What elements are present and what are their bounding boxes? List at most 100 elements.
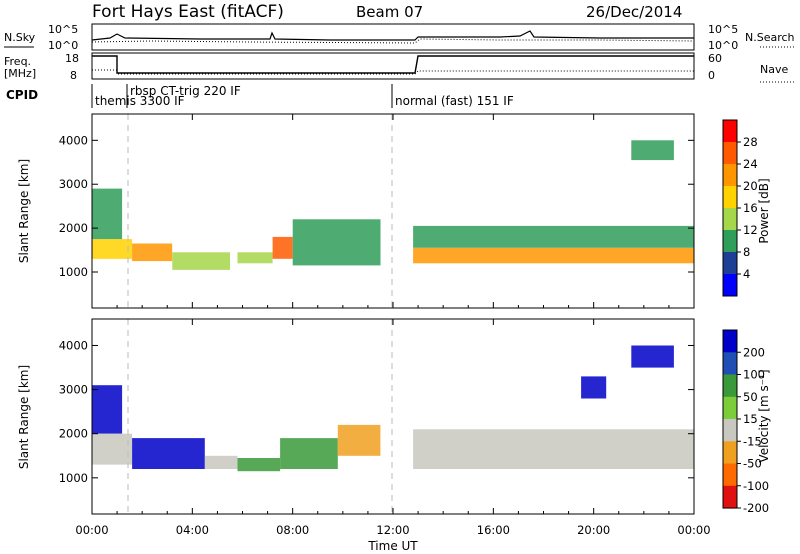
- power-colorbar-tick-label-5: 8: [743, 245, 750, 259]
- power-ytick-label-3: 4000: [59, 133, 88, 147]
- nave-trace: [92, 69, 694, 75]
- power-colorbar-swatch-1: [723, 142, 737, 165]
- cpid-row: CPID themis 3300 IF rbsp CT-trig 220 IF …: [6, 84, 514, 108]
- power-colorbar-swatch-2: [723, 164, 737, 187]
- power-ylabel: Slant Range [km]: [17, 159, 31, 263]
- xtick-label-1: 04:00: [176, 523, 209, 537]
- power-colorbar-tick-label-1: 24: [743, 157, 758, 171]
- velocity-ytick-label-0: 1000: [59, 471, 88, 485]
- xlabel: Time UT: [367, 539, 418, 553]
- power-region-4: [237, 252, 273, 264]
- velocity-colorbar-tick-label-7: -200: [743, 501, 769, 515]
- power-colorbar-tick-label-3: 16: [743, 201, 758, 215]
- power-colorbar-tick-label-0: 28: [743, 135, 758, 149]
- velocity-colorbar-swatch-4: [723, 419, 737, 442]
- velocity-ytick-label-1: 2000: [59, 427, 88, 441]
- power-data-cells: [92, 140, 694, 270]
- velocity-region-6: [337, 424, 381, 456]
- power-colorbar-tick-label-6: 4: [743, 267, 750, 281]
- nsky-tick-bottom-right: 10^0: [708, 39, 738, 52]
- velocity-axes: 1000 2000 3000 4000: [59, 319, 695, 514]
- beam-label: Beam 07: [356, 3, 423, 21]
- power-colorbar-title: Power [dB]: [757, 178, 771, 243]
- power-colorbar-tick-label-2: 20: [743, 179, 758, 193]
- nsky-tick-top-right: 10^5: [708, 23, 738, 36]
- velocity-colorbar-tick-label-5: -50: [743, 457, 762, 471]
- freq-tick-bottom: 8: [70, 69, 77, 82]
- power-region-9: [631, 140, 674, 161]
- power-colorbar-swatch-4: [723, 208, 737, 231]
- velocity-region-8: [631, 345, 674, 368]
- nsearch-label: N.Search: [745, 31, 795, 44]
- velocity-ytick-label-2: 3000: [59, 383, 88, 397]
- power-region-5: [272, 236, 293, 259]
- power-colorbar-swatch-6: [723, 252, 737, 275]
- power-colorbar-swatch-3: [723, 186, 737, 209]
- cpid-entry-rbsp: rbsp CT-trig 220 IF: [130, 84, 241, 98]
- power-colorbar-swatch-5: [723, 230, 737, 253]
- power-region-3: [172, 252, 230, 270]
- date-label: 26/Dec/2014: [586, 3, 682, 21]
- nave-label: Nave: [760, 63, 788, 76]
- power-colorbar-tick-label-4: 12: [743, 223, 758, 237]
- velocity-colorbar-swatch-3: [723, 396, 737, 420]
- cpid-entry-themis: themis 3300 IF: [95, 94, 185, 108]
- power-region-6: [292, 219, 381, 266]
- nsky-trace: [91, 30, 694, 41]
- xtick-label-6: 00:00: [677, 523, 710, 537]
- velocity-region-4: [237, 458, 281, 472]
- velocity-colorbar-swatch-5: [723, 441, 737, 465]
- velocity-colorbar-swatch-6: [723, 463, 737, 487]
- freq-panel: Freq. [MHz] 18 8 60 0 Nave: [4, 52, 796, 83]
- freq-unit: [MHz]: [4, 67, 36, 80]
- power-ytick-label-0: 1000: [59, 265, 88, 279]
- velocity-ytick-label-3: 4000: [59, 338, 88, 352]
- velocity-colorbar-tick-label-4: -15: [743, 434, 762, 448]
- power-region-0: [92, 239, 133, 259]
- cpid-entry-normal: normal (fast) 151 IF: [395, 94, 514, 108]
- power-region-2: [132, 243, 173, 262]
- velocity-panel: 1000 2000 3000 4000 Slant Range [km]: [17, 318, 695, 515]
- nave-tick-top: 60: [708, 52, 722, 65]
- velocity-region-5: [280, 438, 338, 469]
- freq-trace: [92, 55, 694, 74]
- nsky-tick-top-left: 10^5: [48, 23, 78, 36]
- xtick-label-0: 00:00: [75, 523, 108, 537]
- velocity-region-3: [204, 455, 238, 469]
- velocity-data-cells: [92, 345, 694, 472]
- chart-title: Fort Hays East (fitACF): [92, 2, 284, 22]
- nsky-panel: N.Sky 10^5 10^0 10^5 10^0 N.Search: [4, 23, 796, 52]
- velocity-colorbar-swatch-7: [723, 485, 737, 509]
- velocity-colorbar-tick-label-0: 200: [743, 345, 765, 359]
- power-colorbar-swatch-7: [723, 274, 737, 297]
- xtick-label-5: 20:00: [577, 523, 610, 537]
- velocity-region-1: [92, 433, 133, 465]
- velocity-colorbar-title: Velocity [m s⁻¹]: [757, 369, 771, 462]
- velocity-ylabel: Slant Range [km]: [17, 365, 31, 469]
- x-axis-tick-labels: 00:00 04:00 08:00 12:00 16:00 20:00 00:00: [75, 523, 710, 537]
- freq-label: Freq.: [4, 55, 31, 68]
- nsky-label: N.Sky: [4, 31, 36, 44]
- velocity-colorbar-tick-label-1: 100: [743, 368, 765, 382]
- power-region-8: [413, 225, 694, 248]
- velocity-colorbar-swatch-2: [723, 374, 737, 398]
- power-region-7: [413, 247, 694, 264]
- nsearch-trace: [91, 38, 695, 44]
- velocity-colorbar-tick-label-2: 50: [743, 390, 758, 404]
- power-axes: 1000 2000 3000 4000: [59, 114, 695, 308]
- power-panel: 1000 2000 3000 4000 Slant Range [km]: [17, 113, 695, 309]
- nsky-tick-bottom-left: 10^0: [48, 39, 78, 52]
- velocity-colorbar-swatch-0: [723, 330, 737, 353]
- velocity-region-9: [581, 376, 607, 399]
- power-ytick-label-2: 3000: [59, 177, 88, 191]
- velocity-region-2: [132, 438, 205, 469]
- nave-tick-bottom: 0: [708, 69, 715, 82]
- xtick-label-3: 12:00: [376, 523, 409, 537]
- velocity-colorbar-tick-label-3: 15: [743, 412, 758, 426]
- velocity-region-7: [413, 429, 694, 469]
- velocity-colorbar-swatch-1: [723, 352, 737, 376]
- power-colorbar: 28 24 20 16 12 8 4: [722, 119, 758, 297]
- power-ytick-label-1: 2000: [59, 221, 88, 235]
